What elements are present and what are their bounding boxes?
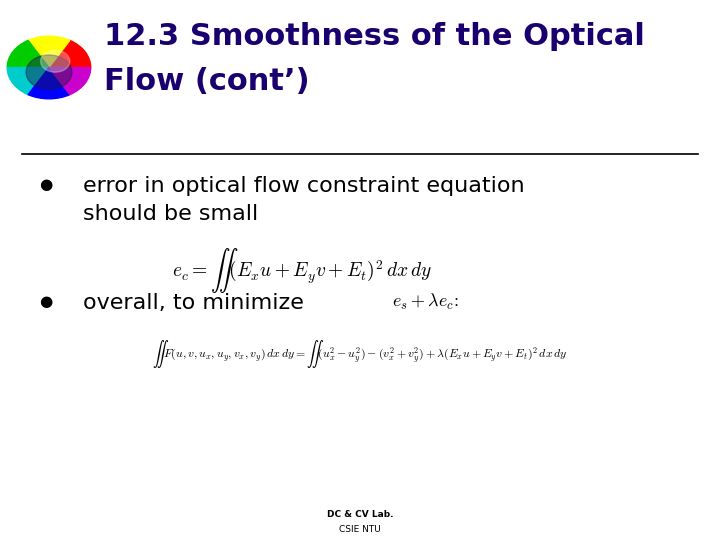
Text: $\int\!\int F(u,v,u_x,u_y,v_x,v_y)\,dx\,dy = \int\!\int (u_x^2 - u_y^2) - (v_x^2: $\int\!\int F(u,v,u_x,u_y,v_x,v_y)\,dx\,… (152, 338, 568, 369)
Circle shape (40, 50, 70, 72)
Wedge shape (49, 68, 91, 94)
Wedge shape (28, 68, 70, 99)
Text: $e_c = \int\!\int (E_x u + E_y v + E_t)^2\,dx\,dy$: $e_c = \int\!\int (E_x u + E_y v + E_t)^… (172, 246, 433, 295)
Text: overall, to minimize: overall, to minimize (83, 293, 304, 313)
Wedge shape (28, 36, 70, 68)
Text: ●: ● (40, 294, 53, 309)
Circle shape (26, 55, 72, 90)
Text: error in optical flow constraint equation: error in optical flow constraint equatio… (83, 176, 524, 195)
Text: 12.3 Smoothness of the Optical: 12.3 Smoothness of the Optical (104, 22, 645, 51)
Wedge shape (49, 40, 91, 68)
Text: DC & CV Lab.: DC & CV Lab. (327, 510, 393, 519)
Wedge shape (7, 68, 49, 94)
Text: CSIE NTU: CSIE NTU (339, 525, 381, 534)
Wedge shape (7, 40, 49, 68)
Text: ●: ● (40, 177, 53, 192)
Text: $e_s + \lambda e_c\!:$: $e_s + \lambda e_c\!:$ (392, 292, 460, 312)
Text: should be small: should be small (83, 204, 258, 224)
Text: Flow (cont’): Flow (cont’) (104, 68, 310, 97)
